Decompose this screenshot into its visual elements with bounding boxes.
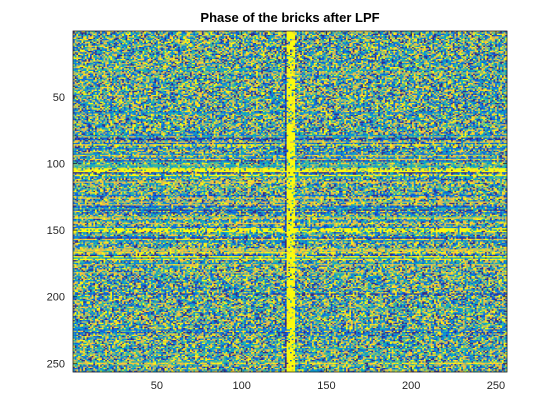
heatmap-cells <box>73 31 507 372</box>
